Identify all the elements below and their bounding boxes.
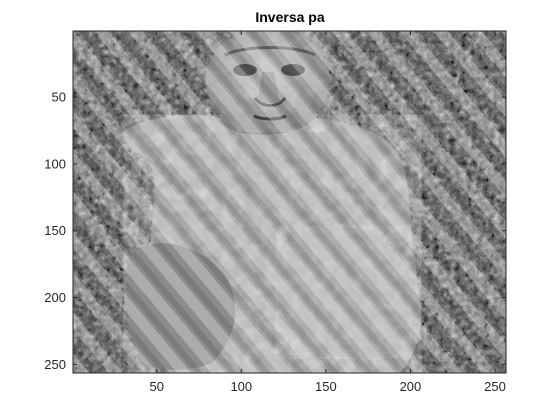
y-tick-label: 250 — [44, 357, 66, 372]
y-tick-label: 150 — [44, 223, 66, 238]
x-tick-label: 100 — [230, 379, 252, 394]
y-tick-label: 200 — [44, 290, 66, 305]
x-tick-label: 50 — [149, 379, 163, 394]
x-axis-ticks: 50 100 150 200 250 — [149, 31, 506, 394]
y-tick-label: 100 — [44, 156, 66, 171]
plot-title: Inversa pa — [255, 9, 325, 25]
stripe-noise-overlay — [73, 31, 506, 373]
x-tick-label: 250 — [484, 379, 506, 394]
y-axis-ticks: 50 100 150 200 250 — [44, 90, 506, 372]
x-tick-label: 150 — [315, 379, 337, 394]
x-tick-label: 200 — [400, 379, 422, 394]
y-tick-label: 50 — [52, 90, 66, 105]
image-content — [73, 31, 506, 373]
axes-box — [72, 30, 507, 374]
